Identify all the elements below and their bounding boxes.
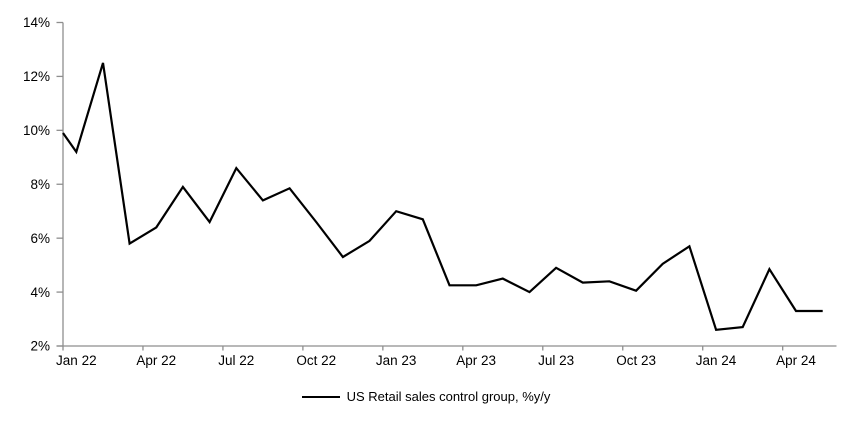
y-tick-label: 14% [23, 15, 50, 30]
legend-series-label: US Retail sales control group, %y/y [346, 389, 551, 404]
y-tick-label: 10% [23, 123, 50, 138]
x-tick-label: Jan 24 [696, 353, 737, 368]
y-tick-label: 2% [30, 339, 50, 354]
x-tick-label: Oct 23 [616, 353, 656, 368]
y-tick-label: 4% [30, 285, 50, 300]
x-tick-label: Jul 22 [218, 353, 254, 368]
chart-legend: US Retail sales control group, %y/y [0, 389, 852, 404]
series-line-retail-sales [62, 62, 823, 331]
x-tick-label: Oct 22 [296, 353, 336, 368]
y-tick-label: 6% [30, 231, 50, 246]
x-tick-label: Jan 22 [56, 353, 97, 368]
x-tick-label: Jan 23 [376, 353, 417, 368]
x-tick-label: Jul 23 [538, 353, 574, 368]
y-tick-label: 12% [23, 69, 50, 84]
x-tick-label: Apr 22 [136, 353, 176, 368]
x-tick-label: Apr 24 [776, 353, 816, 368]
y-tick-label: 8% [30, 177, 50, 192]
legend-line-swatch-icon [301, 395, 340, 398]
x-tick-label: Apr 23 [456, 353, 496, 368]
